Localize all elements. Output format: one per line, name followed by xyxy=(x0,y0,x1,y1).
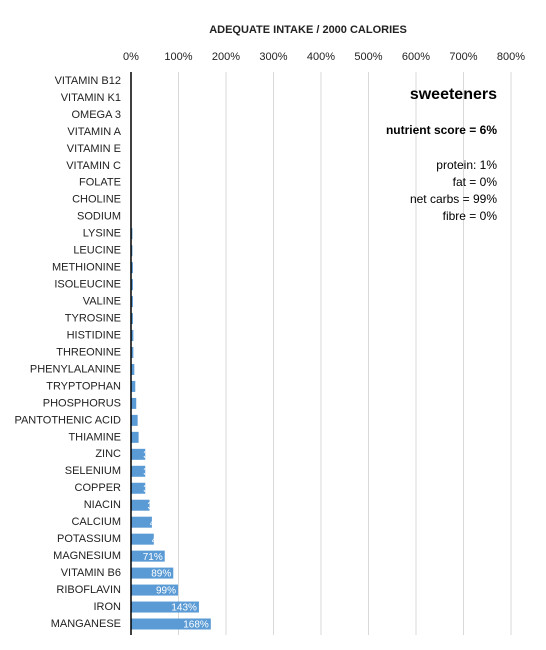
y-tick-label: COPPER xyxy=(75,482,122,494)
y-tick-label: IRON xyxy=(94,601,122,613)
y-tick-label: OMEGA 3 xyxy=(71,109,121,121)
y-tick-label: PHENYLALANINE xyxy=(30,363,121,375)
value-label: 30% xyxy=(143,484,163,495)
annotation: sweeteners xyxy=(410,86,497,103)
bar xyxy=(131,550,165,562)
y-tick-label: NIACIN xyxy=(84,499,121,511)
bar xyxy=(131,363,135,375)
y-tick-label: METHIONINE xyxy=(52,262,121,274)
y-tick-label: CHOLINE xyxy=(72,194,121,206)
value-label: 30% xyxy=(143,450,163,461)
x-tick-label: 100% xyxy=(164,51,192,63)
bar xyxy=(131,279,133,291)
bar xyxy=(131,448,146,460)
value-label: 168% xyxy=(183,620,209,631)
x-tick-label: 400% xyxy=(307,51,335,63)
y-tick-label: PHOSPHORUS xyxy=(43,397,121,409)
y-tick-label: FOLATE xyxy=(79,177,121,189)
y-tick-label: VITAMIN C xyxy=(66,160,121,172)
bar xyxy=(131,516,152,528)
bar xyxy=(131,313,133,325)
x-tick-label: 600% xyxy=(402,51,430,63)
y-tick-label: SELENIUM xyxy=(65,465,121,477)
value-label: 143% xyxy=(171,603,197,614)
y-tick-label: VITAMIN B12 xyxy=(55,75,121,87)
x-tick-label: 200% xyxy=(212,51,240,63)
bar xyxy=(131,296,133,308)
y-tick-label: TRYPTOPHAN xyxy=(46,380,121,392)
bar xyxy=(131,482,146,494)
value-label: 48% xyxy=(152,535,172,546)
annotation: protein: 1% xyxy=(436,158,497,172)
bar xyxy=(131,465,146,477)
x-tick-label: 500% xyxy=(354,51,382,63)
x-tick-label: 300% xyxy=(259,51,287,63)
bar xyxy=(131,601,199,613)
x-tick-label: 800% xyxy=(497,51,525,63)
y-tick-label: VITAMIN E xyxy=(67,143,121,155)
y-tick-label: VALINE xyxy=(83,296,121,308)
y-tick-label: ZINC xyxy=(95,448,121,460)
y-tick-label: LEUCINE xyxy=(73,245,121,257)
value-label: 99% xyxy=(156,586,176,597)
value-label: 71% xyxy=(143,552,163,563)
y-tick-label: TYROSINE xyxy=(65,312,121,324)
annotation: fat = 0% xyxy=(453,175,498,189)
bar xyxy=(131,431,139,443)
value-label: 30% xyxy=(143,467,163,478)
y-tick-label: VITAMIN B6 xyxy=(61,567,121,579)
y-tick-label: SODIUM xyxy=(77,211,121,223)
y-tick-label: MAGNESIUM xyxy=(53,550,121,562)
y-tick-label: LYSINE xyxy=(83,228,121,240)
value-label: 89% xyxy=(151,569,171,580)
value-label: 39% xyxy=(148,501,168,512)
bar xyxy=(131,347,134,358)
bar xyxy=(131,533,154,545)
y-tick-label: VITAMIN K1 xyxy=(61,92,121,104)
bar xyxy=(131,330,134,342)
y-tick-label: POTASSIUM xyxy=(57,533,121,545)
value-label: 44% xyxy=(150,518,170,529)
bar xyxy=(131,567,174,579)
x-tick-label: 700% xyxy=(449,51,477,63)
annotation: nutrient score = 6% xyxy=(386,123,497,137)
y-tick-label: THIAMINE xyxy=(68,431,121,443)
y-tick-label: VITAMIN A xyxy=(67,126,121,138)
y-tick-label: RIBOFLAVIN xyxy=(56,584,121,596)
x-tick-label: 0% xyxy=(123,51,139,63)
bar xyxy=(131,414,138,426)
chart-title: ADEQUATE INTAKE / 2000 CALORIES xyxy=(209,24,407,36)
y-tick-label: CALCIUM xyxy=(71,516,121,528)
annotation: fibre = 0% xyxy=(443,209,498,223)
bar xyxy=(131,499,150,511)
y-tick-label: HISTIDINE xyxy=(67,329,121,341)
y-tick-label: ISOLEUCINE xyxy=(54,279,121,291)
bar xyxy=(131,397,137,409)
y-tick-label: PANTOTHENIC ACID xyxy=(14,414,121,426)
annotation: net carbs = 99% xyxy=(410,192,497,206)
bar xyxy=(131,380,136,392)
bar xyxy=(131,618,211,630)
y-tick-label: THREONINE xyxy=(56,346,121,358)
y-tick-label: MANGANESE xyxy=(51,618,121,630)
bar xyxy=(131,584,179,596)
bar xyxy=(131,262,133,274)
